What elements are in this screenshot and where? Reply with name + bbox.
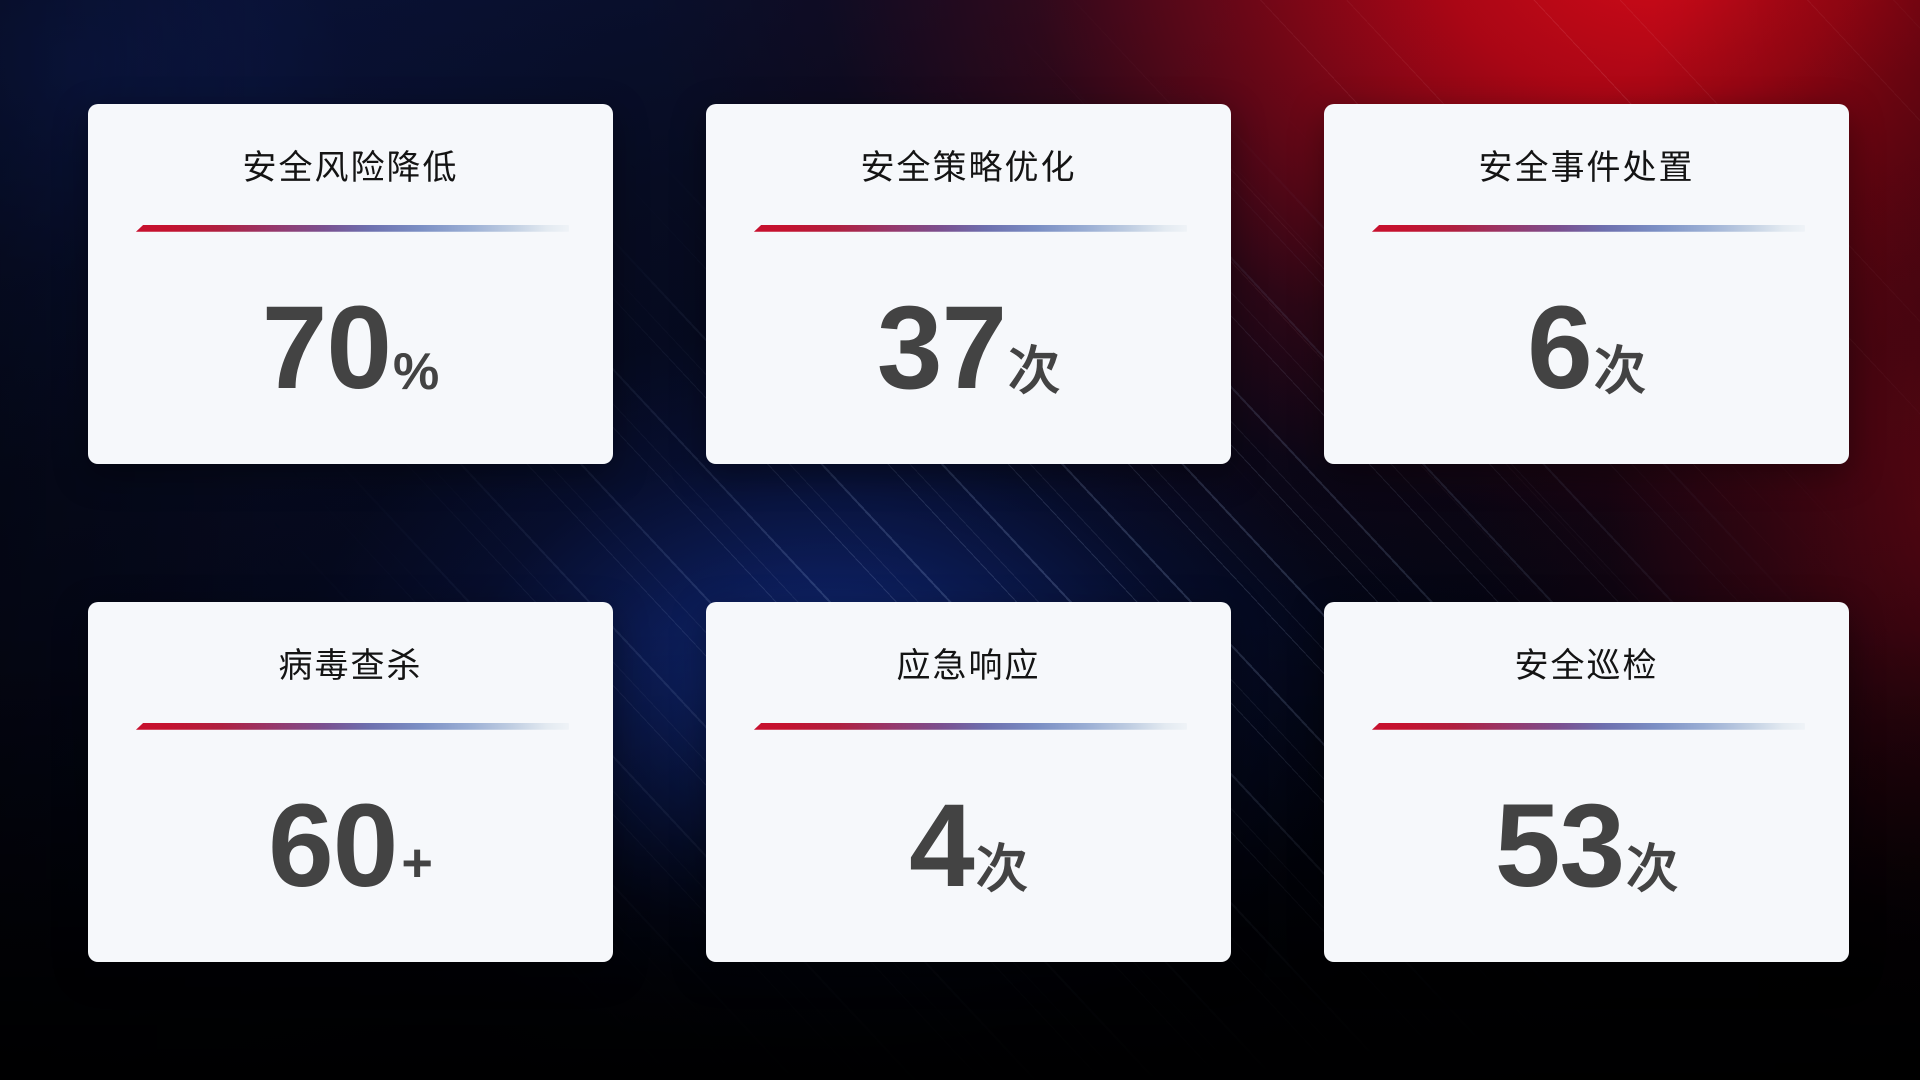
metric-title: 病毒查杀 (278, 647, 423, 685)
metric-unit: 次 (975, 841, 1028, 900)
metric-card-security-policy-optimization[interactable]: 安全策略优化 37 次 (706, 104, 1231, 464)
gradient-divider-bar (753, 224, 1187, 232)
metric-number: 6 (1527, 281, 1593, 414)
metric-unit: 次 (1593, 343, 1646, 402)
metric-title: 安全策略优化 (860, 149, 1077, 187)
metric-number: 60 (268, 779, 398, 912)
metric-card-security-incident-handling[interactable]: 安全事件处置 6 次 (1324, 104, 1849, 464)
metric-card-security-inspection[interactable]: 安全巡检 53 次 (1324, 602, 1849, 962)
metric-number: 70 (261, 281, 392, 414)
metric-unit: + (401, 833, 433, 894)
gradient-divider-bar (1371, 224, 1805, 232)
gradient-divider-bar (135, 722, 569, 730)
gradient-divider-bar (135, 224, 569, 232)
metric-number: 37 (876, 281, 1007, 414)
metric-title: 安全巡检 (1514, 647, 1659, 685)
metric-unit: % (393, 343, 440, 402)
metric-title: 应急响应 (896, 647, 1041, 685)
metric-value-group: 53 次 (1494, 779, 1679, 912)
metric-title: 安全事件处置 (1478, 149, 1695, 187)
metric-value-group: 70 % (261, 281, 440, 414)
metric-unit: 次 (1008, 343, 1061, 402)
metric-value-group: 6 次 (1527, 281, 1646, 414)
metric-number: 53 (1494, 779, 1625, 912)
metric-title: 安全风险降低 (242, 149, 459, 187)
metric-card-security-risk-reduction[interactable]: 安全风险降低 70 % (88, 104, 613, 464)
metric-value-group: 4 次 (909, 779, 1028, 912)
metric-number: 4 (909, 779, 975, 912)
metric-value-group: 37 次 (876, 281, 1061, 414)
metric-card-emergency-response[interactable]: 应急响应 4 次 (706, 602, 1231, 962)
gradient-divider-bar (753, 722, 1187, 730)
metric-unit: 次 (1626, 841, 1679, 900)
gradient-divider-bar (1371, 722, 1805, 730)
metric-card-virus-scan-removal[interactable]: 病毒查杀 60 + (88, 602, 613, 962)
metric-card-grid: 安全风险降低 70 % 安全策略优化 37 次 安全事件处置 6 次 (88, 104, 1849, 962)
metric-value-group: 60 + (268, 779, 433, 912)
